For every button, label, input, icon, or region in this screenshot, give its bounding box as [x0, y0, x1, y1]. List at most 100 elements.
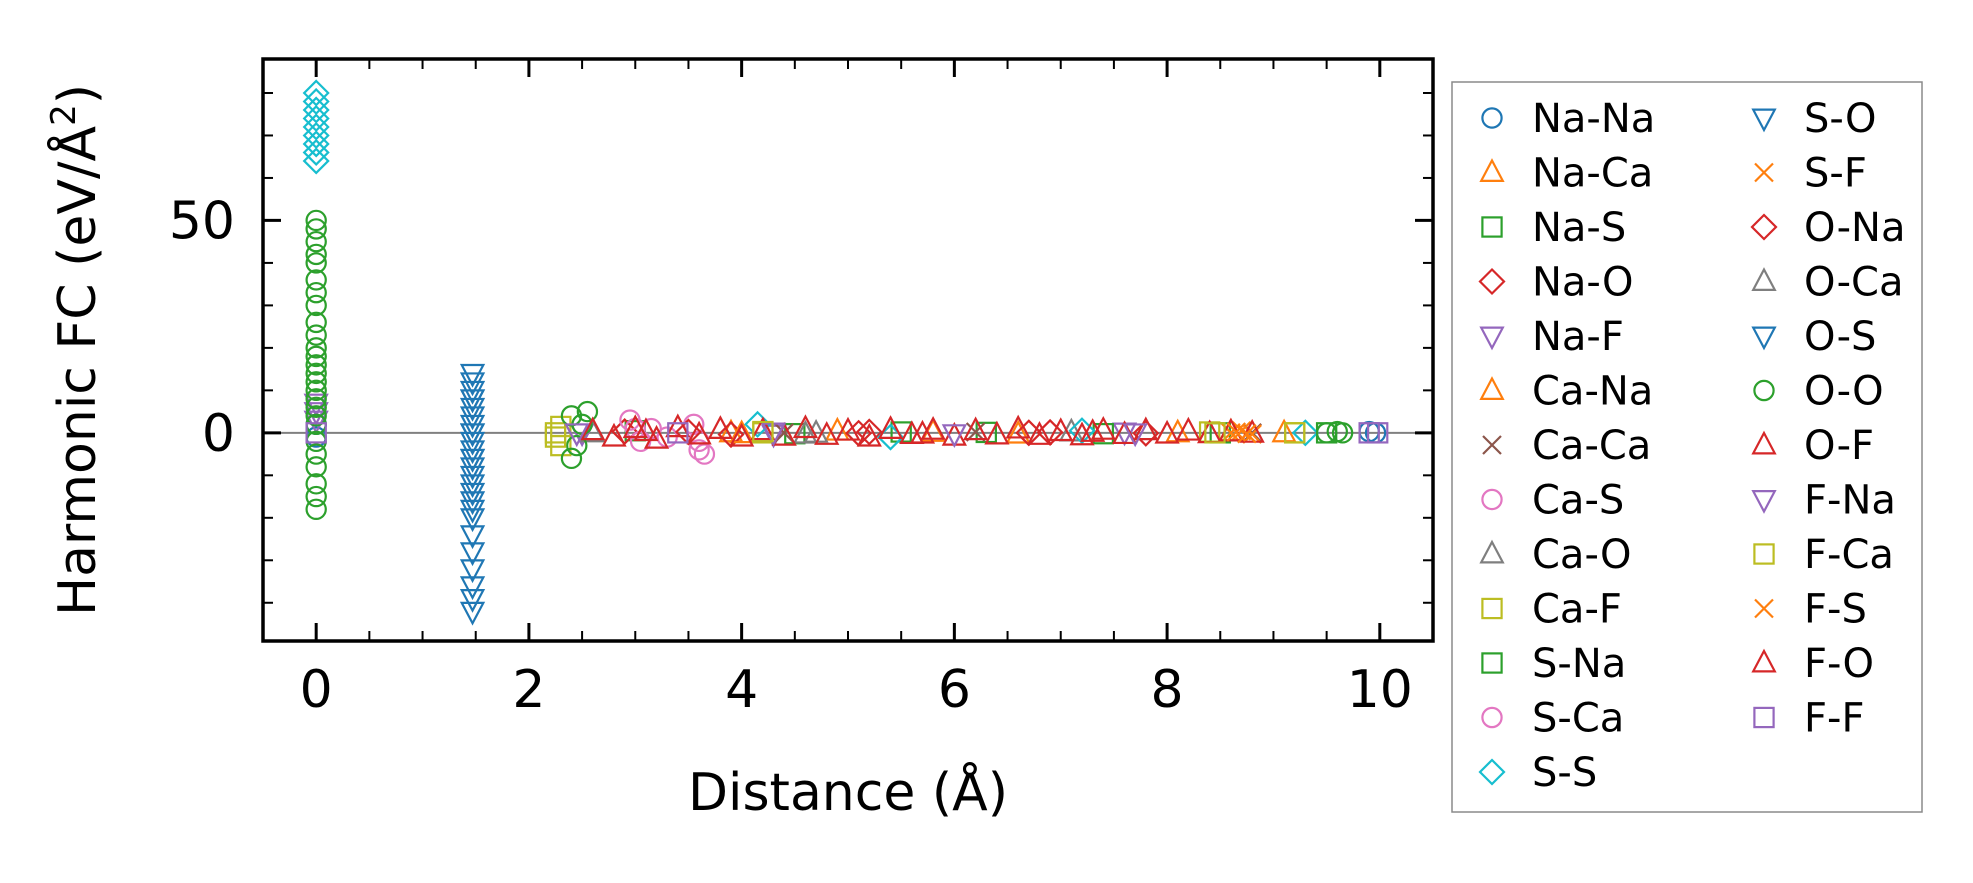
data-point	[729, 422, 755, 447]
data-point	[744, 410, 772, 438]
data-point	[459, 431, 486, 456]
data-point	[941, 424, 967, 449]
y-axis-label: Harmonic FC (eV/Å2)	[44, 84, 108, 616]
legend-marker-icon	[1479, 376, 1505, 400]
legend-marker-icon	[1750, 213, 1778, 241]
data-point	[1048, 417, 1074, 442]
legend-marker-icon	[1751, 430, 1777, 455]
data-point	[1132, 419, 1160, 447]
data-point	[774, 423, 794, 443]
legend-label: O-Na	[1804, 205, 1905, 251]
legend-label: F-O	[1804, 641, 1874, 687]
data-point	[564, 423, 590, 448]
legend-entry: O-O	[1753, 369, 1884, 415]
data-point	[1026, 421, 1053, 445]
data-point	[688, 439, 710, 461]
data-point	[750, 416, 776, 441]
data-point	[1133, 416, 1159, 441]
legend-label: Na-O	[1532, 260, 1633, 306]
legend-marker-icon	[1481, 107, 1503, 129]
data-point	[1237, 423, 1257, 444]
data-point	[877, 415, 904, 439]
legend-marker-icon	[1753, 379, 1775, 402]
data-point	[984, 420, 1010, 445]
legend-entry: S-F	[1754, 151, 1867, 197]
legend-label: Ca-F	[1532, 587, 1622, 633]
data-point	[305, 311, 327, 334]
legend-label: O-S	[1804, 314, 1876, 360]
data-point	[459, 601, 486, 626]
data-point	[305, 362, 327, 385]
data-point	[303, 393, 329, 418]
legend-entry: F-Na	[1751, 478, 1896, 524]
data-point	[459, 423, 486, 448]
legend-marker-icon	[1479, 539, 1505, 564]
data-point	[302, 147, 330, 175]
data-point	[305, 379, 327, 402]
legend-marker-icon	[1478, 758, 1506, 786]
legend-label: S-Ca	[1532, 696, 1624, 742]
legend-marker-icon	[1753, 543, 1775, 565]
data-point	[303, 410, 329, 435]
data-point	[302, 96, 330, 124]
data-point	[302, 138, 330, 167]
legend-entry: Ca-O	[1479, 532, 1631, 578]
data-point	[459, 414, 486, 439]
legend-label: S-F	[1804, 151, 1867, 197]
data-point	[1242, 424, 1262, 444]
data-point	[566, 434, 588, 457]
data-point	[1315, 422, 1338, 444]
data-point	[302, 87, 330, 116]
data-point	[459, 465, 486, 490]
data-point	[303, 402, 329, 426]
data-point	[1366, 422, 1389, 444]
data-point	[855, 418, 883, 446]
data-point	[576, 400, 599, 423]
data-point	[459, 448, 486, 473]
data-point	[963, 416, 989, 441]
data-point	[459, 363, 486, 388]
legend-label: O-F	[1804, 423, 1874, 469]
plot-area-frame	[261, 57, 1435, 643]
legend-entry: O-Ca	[1751, 260, 1903, 306]
data-point	[792, 414, 819, 439]
data-point	[305, 388, 327, 410]
data-point	[305, 230, 327, 253]
data-point	[1069, 421, 1095, 446]
data-point	[459, 397, 486, 422]
data-point	[459, 589, 486, 613]
x-axis-label: Distance (Å)	[688, 761, 1008, 823]
data-point	[965, 422, 986, 442]
data-point	[1284, 422, 1306, 444]
legend-marker-icon	[1479, 326, 1505, 351]
legend-entry: S-Ca	[1481, 696, 1624, 742]
legend-marker-icon	[1481, 488, 1503, 511]
data-point	[643, 424, 670, 449]
data-point	[459, 525, 486, 550]
data-point	[633, 417, 659, 442]
data-point	[1005, 419, 1031, 444]
data-point	[920, 415, 946, 440]
legend-marker-icon	[1751, 108, 1777, 133]
data-point	[1080, 418, 1106, 442]
data-point	[941, 421, 967, 446]
data-point	[305, 281, 327, 304]
legend-label: Na-S	[1532, 205, 1626, 251]
legend-entry: Na-O	[1478, 260, 1633, 306]
data-point	[305, 443, 327, 465]
data-points-layer	[302, 79, 1389, 626]
data-point	[459, 474, 486, 499]
series-s-o	[459, 363, 486, 626]
legend-marker-icon	[1481, 216, 1503, 238]
legend-label: Ca-Na	[1532, 369, 1653, 415]
legend-label: Ca-Ca	[1532, 423, 1651, 469]
x-tick-label: 10	[1347, 660, 1413, 720]
legend-entry: S-Na	[1481, 641, 1626, 687]
series-o-s	[459, 389, 486, 473]
data-point	[1331, 422, 1354, 444]
data-point	[459, 559, 486, 584]
data-point	[305, 243, 327, 266]
series-f-ca	[544, 420, 1306, 448]
legend-entry: Na-S	[1481, 205, 1626, 251]
